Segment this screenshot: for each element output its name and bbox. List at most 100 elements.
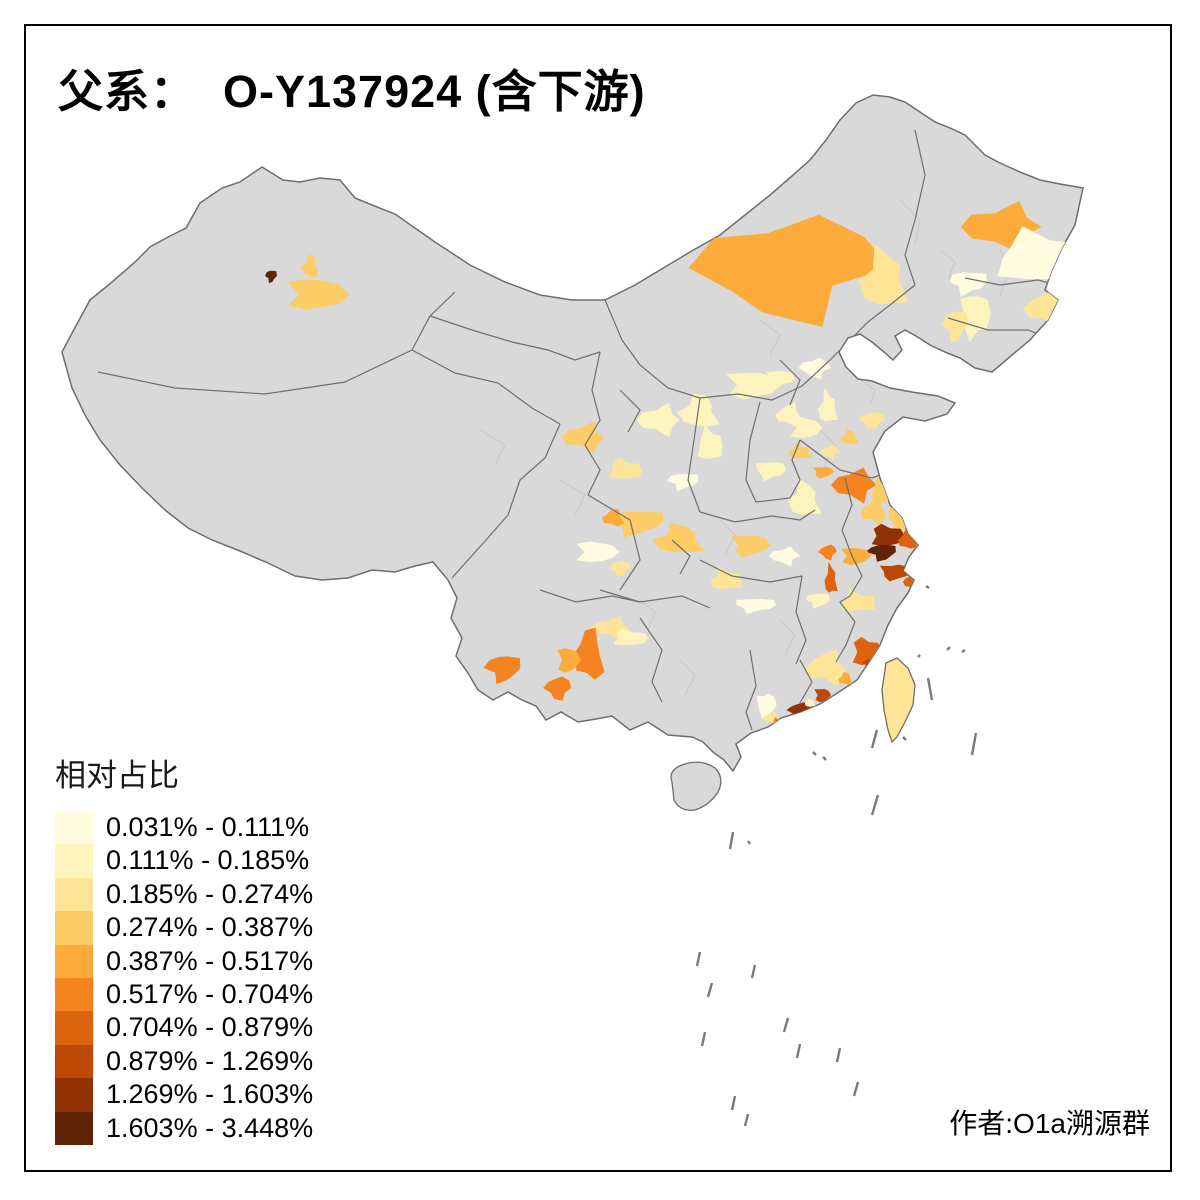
map-region <box>652 522 707 553</box>
map-region <box>557 648 581 673</box>
map-region <box>805 593 830 609</box>
map-region <box>667 474 699 492</box>
sea-dash <box>743 1113 750 1127</box>
map-region <box>858 412 885 429</box>
map-region <box>756 462 786 482</box>
map-region <box>736 598 777 615</box>
map-region <box>608 457 643 479</box>
map-region <box>766 371 795 389</box>
map-region <box>949 272 987 297</box>
map-region <box>798 357 832 380</box>
legend-label: 1.269% - 1.603% <box>106 1079 314 1110</box>
sea-dash <box>822 756 827 761</box>
sea-dash <box>730 1095 737 1111</box>
map-region <box>860 497 886 526</box>
sea-dash <box>782 1017 790 1033</box>
map-region <box>960 296 991 343</box>
map-region <box>301 255 319 278</box>
sea-dash <box>795 1043 802 1059</box>
sea-dash <box>970 732 978 756</box>
map-region <box>813 466 834 479</box>
map-region <box>573 627 605 680</box>
map-region <box>265 270 277 284</box>
legend-label: 0.111% - 0.185% <box>106 845 310 876</box>
legend-swatch <box>55 911 93 945</box>
sea-dash <box>926 677 934 701</box>
sea-dash <box>870 794 880 816</box>
map-region <box>636 402 681 438</box>
attribution-text: 作者:O1a溯源群 <box>949 1108 1150 1139</box>
legend: 相对占比 0.031% - 0.111% 0.111% - 0.185% 0.185… <box>55 750 313 1145</box>
sea-dash <box>812 751 817 756</box>
legend-label: 0.704% - 0.879% <box>106 1012 314 1043</box>
map-region <box>818 388 838 422</box>
legend-row: 1.269% - 1.603% <box>55 1078 314 1112</box>
legend-label: 0.879% - 1.269% <box>106 1045 314 1076</box>
map-region <box>858 243 908 305</box>
map-region <box>697 425 723 459</box>
legend-swatch <box>55 877 93 912</box>
legend-row: 0.111% - 0.185% <box>55 844 313 878</box>
legend-swatch <box>55 1044 93 1079</box>
legend-row: 0.274% - 0.387% <box>55 911 314 945</box>
legend-swatch <box>55 1011 93 1045</box>
legend-label: 0.031% - 0.111% <box>106 812 310 842</box>
map-region <box>768 546 801 567</box>
sea-dash <box>728 831 735 850</box>
legend-label: 0.387% - 0.517% <box>106 945 314 976</box>
map-region <box>838 672 854 685</box>
map-region <box>839 429 860 445</box>
colored-regions <box>265 200 1083 725</box>
legend-label: 0.517% - 0.704% <box>106 978 314 1009</box>
map-region <box>818 544 837 561</box>
sea-dash <box>852 1081 860 1097</box>
map-region <box>788 478 822 515</box>
sea-dash <box>961 649 966 653</box>
map-region <box>483 656 521 685</box>
map-title: 父系： O-Y137924 (含下游) <box>58 66 646 117</box>
map-region <box>711 566 744 590</box>
legend-swatch <box>55 944 93 978</box>
sea-dash <box>695 951 702 967</box>
taiwan-island <box>881 657 916 744</box>
map-region <box>871 523 905 547</box>
map-region <box>543 676 572 701</box>
sea-dash <box>750 964 757 979</box>
legend-swatch <box>55 1111 93 1145</box>
map-region <box>941 311 968 343</box>
map-region <box>805 648 845 686</box>
sea-dash <box>835 1047 842 1063</box>
map-region <box>608 561 631 576</box>
map-region <box>756 693 777 720</box>
map-region <box>814 688 832 703</box>
map-region <box>824 561 838 593</box>
legend-swatch <box>55 977 93 1012</box>
map-region <box>872 474 889 505</box>
legend-row: 0.704% - 0.879% <box>55 1011 314 1045</box>
legend-label: 1.603% - 3.448% <box>106 1112 314 1143</box>
map-region <box>804 697 816 707</box>
legend-swatch <box>55 844 93 878</box>
sea-dash <box>700 1031 707 1047</box>
sea-dash <box>946 646 951 651</box>
province-borders <box>97 129 1083 731</box>
legend-swatch <box>55 1078 93 1112</box>
legend-swatch <box>55 811 93 845</box>
south-china-sea-dashes <box>695 585 978 1127</box>
legend-row: 0.879% - 1.269% <box>55 1044 314 1079</box>
sea-dash <box>925 585 930 589</box>
legend-label: 0.274% - 0.387% <box>106 912 314 943</box>
hainan-island <box>670 761 722 811</box>
map-region <box>576 541 620 563</box>
legend-row: 0.517% - 0.704% <box>55 977 314 1012</box>
sea-dash <box>917 654 921 658</box>
map-region <box>731 535 771 558</box>
map-region <box>286 279 350 310</box>
legend-row: 0.387% - 0.517% <box>55 944 314 978</box>
map-region <box>561 421 605 453</box>
sea-dash <box>747 840 751 845</box>
legend-row: 0.031% - 0.111% <box>55 811 313 845</box>
legend-rows: 0.031% - 0.111% 0.111% - 0.185% 0.185% - 0… <box>55 811 313 1145</box>
map-region <box>865 544 896 562</box>
